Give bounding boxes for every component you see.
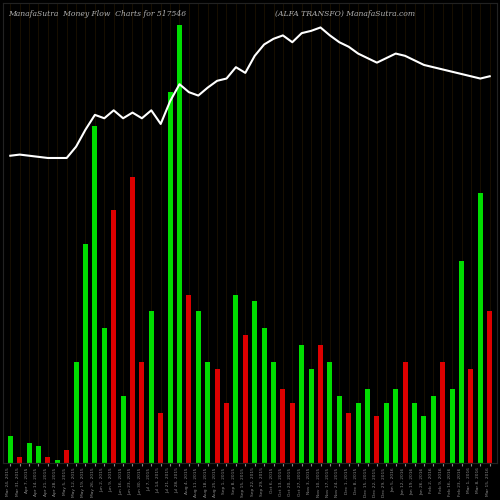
Bar xyxy=(252,302,258,464)
Bar xyxy=(8,436,13,464)
Bar xyxy=(299,345,304,464)
Text: ManafaSutra  Money Flow  Charts for 517546: ManafaSutra Money Flow Charts for 517546 xyxy=(8,10,186,18)
Bar xyxy=(224,402,229,464)
Bar xyxy=(205,362,210,464)
Bar xyxy=(412,402,417,464)
Bar xyxy=(384,402,389,464)
Bar xyxy=(242,335,248,464)
Bar xyxy=(262,328,266,464)
Text: (ALFA TRANSFO) ManafaSutra.com: (ALFA TRANSFO) ManafaSutra.com xyxy=(274,10,415,18)
Bar xyxy=(168,92,172,464)
Bar xyxy=(459,261,464,464)
Bar xyxy=(92,126,98,464)
Bar xyxy=(450,389,454,464)
Bar xyxy=(158,412,164,464)
Bar xyxy=(440,362,446,464)
Bar xyxy=(271,362,276,464)
Bar xyxy=(120,396,126,464)
Bar xyxy=(234,294,238,464)
Bar xyxy=(280,389,285,464)
Bar xyxy=(186,294,192,464)
Bar xyxy=(374,416,380,464)
Bar xyxy=(83,244,88,464)
Bar xyxy=(328,362,332,464)
Bar xyxy=(365,389,370,464)
Bar xyxy=(478,194,483,464)
Bar xyxy=(336,396,342,464)
Bar xyxy=(102,328,107,464)
Bar xyxy=(430,396,436,464)
Bar xyxy=(196,312,201,464)
Bar xyxy=(140,362,144,464)
Bar xyxy=(214,369,220,464)
Bar xyxy=(318,345,323,464)
Bar xyxy=(308,369,314,464)
Bar xyxy=(64,450,70,464)
Bar xyxy=(74,362,78,464)
Bar xyxy=(346,412,352,464)
Bar xyxy=(468,369,473,464)
Bar xyxy=(290,402,295,464)
Bar xyxy=(54,460,60,464)
Bar xyxy=(177,24,182,464)
Bar xyxy=(130,176,135,464)
Bar xyxy=(487,312,492,464)
Bar xyxy=(26,443,32,464)
Bar xyxy=(393,389,398,464)
Bar xyxy=(148,312,154,464)
Bar xyxy=(36,446,41,464)
Bar xyxy=(111,210,116,464)
Bar xyxy=(402,362,407,464)
Bar xyxy=(356,402,360,464)
Bar xyxy=(46,456,51,464)
Bar xyxy=(17,456,22,464)
Bar xyxy=(422,416,426,464)
